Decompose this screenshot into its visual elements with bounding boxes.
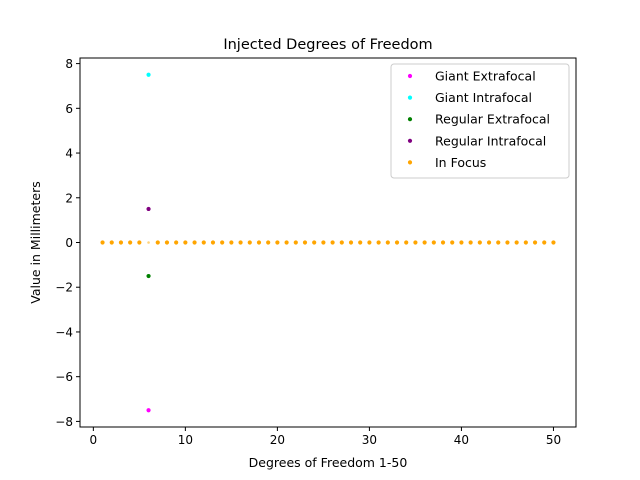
data-point: [238, 240, 243, 245]
x-tick-label: 10: [178, 433, 193, 447]
plot-frame: [79, 57, 577, 428]
y-tick-label: 6: [65, 102, 73, 116]
series-regular-extrafocal: [146, 273, 151, 279]
x-axis-label: Degrees of Freedom 1-50: [249, 455, 408, 470]
legend-marker: [407, 138, 413, 143]
data-point: [256, 240, 262, 245]
data-point: [137, 240, 142, 245]
x-tick-label: 50: [546, 433, 561, 447]
y-tick-label: 0: [65, 236, 73, 250]
data-point: [146, 72, 151, 77]
data-point: [348, 240, 354, 245]
y-axis-label: Value in Millimeters: [28, 181, 43, 303]
data-point: [147, 241, 150, 244]
data-point: [468, 240, 473, 245]
data-point: [450, 240, 455, 245]
data-point: [183, 240, 188, 245]
legend: Giant Extrafocal Giant Intrafocal Regular …: [390, 63, 570, 179]
data-point: [339, 240, 344, 245]
data-point: [118, 240, 124, 245]
chart-title: Injected Degrees of Freedom: [223, 37, 432, 53]
data-point: [275, 240, 280, 245]
data-point: [247, 240, 252, 245]
data-point: [146, 273, 151, 279]
data-point: [192, 240, 197, 245]
data-point: [210, 240, 216, 245]
data-point: [523, 240, 528, 245]
legend-marker: [407, 95, 413, 100]
data-point: [385, 240, 390, 245]
legend-marker: [407, 117, 413, 122]
data-point: [477, 240, 482, 245]
legend-label: Giant Extrafocal: [435, 69, 536, 84]
data-point: [532, 240, 538, 245]
data-point: [109, 240, 114, 245]
data-point: [542, 240, 547, 245]
data-point: [505, 240, 510, 245]
data-point: [486, 240, 492, 245]
data-point: [358, 240, 363, 245]
series-giant-intrafocal: [146, 72, 151, 77]
data-point: [404, 240, 409, 245]
data-point: [413, 240, 418, 245]
x-tick-label: 30: [362, 433, 377, 447]
data-point: [367, 240, 372, 245]
y-tick-label: 8: [65, 57, 73, 71]
legend-frame: [390, 63, 570, 179]
data-point: [376, 240, 381, 245]
data-point: [146, 206, 151, 212]
data-point: [155, 240, 160, 245]
data-point: [551, 240, 556, 245]
data-point: [229, 240, 234, 245]
data-point: [164, 240, 170, 245]
data-point: [220, 240, 225, 245]
y-tick-label: −4: [55, 325, 73, 339]
data-point: [459, 240, 464, 245]
data-point: [496, 240, 501, 245]
y-tick-label: 2: [65, 191, 73, 205]
legend-marker: [407, 73, 413, 79]
legend-label: Regular Intrafocal: [435, 133, 546, 148]
data-point: [312, 240, 317, 245]
x-tick-label: 0: [90, 433, 98, 447]
legend-item-in-focus: In Focus: [407, 155, 486, 170]
data-point: [284, 240, 289, 245]
data-point: [128, 240, 133, 245]
data-point: [146, 408, 151, 413]
legend-item-giant-extrafocal: Giant Extrafocal: [407, 69, 536, 84]
series-in-focus: [100, 240, 556, 245]
y-axis: −8 −6 −4 −2 0 2 4 6 8: [55, 57, 80, 429]
data-point: [266, 240, 271, 245]
data-point: [431, 240, 436, 245]
data-point: [201, 240, 206, 245]
legend-label: In Focus: [435, 155, 486, 170]
data-point: [514, 240, 519, 245]
data-point: [293, 240, 298, 245]
legend-label: Regular Extrafocal: [435, 112, 550, 127]
y-tick-label: −2: [55, 281, 73, 295]
y-tick-label: 4: [65, 147, 73, 161]
x-tick-label: 20: [270, 433, 285, 447]
data-point: [302, 240, 308, 245]
series-giant-extrafocal: [146, 408, 151, 413]
series-regular-intrafocal: [146, 206, 151, 212]
legend-item-regular-extrafocal: Regular Extrafocal: [407, 112, 550, 127]
legend-item-giant-intrafocal: Giant Intrafocal: [407, 90, 532, 105]
legend-label: Giant Intrafocal: [435, 90, 532, 105]
data-point: [330, 240, 335, 245]
data-point: [394, 240, 400, 245]
y-tick-label: −8: [55, 415, 73, 429]
x-axis: 0 10 20 30 40 50: [90, 427, 561, 447]
data-point: [100, 240, 105, 245]
data-point: [321, 240, 326, 245]
plot-area: [100, 72, 556, 413]
data-point: [440, 240, 446, 245]
data-point: [174, 240, 179, 245]
legend-item-regular-intrafocal: Regular Intrafocal: [407, 133, 546, 148]
data-point: [422, 240, 427, 245]
x-tick-label: 40: [454, 433, 469, 447]
y-tick-label: −6: [55, 370, 73, 384]
legend-marker: [407, 160, 413, 165]
